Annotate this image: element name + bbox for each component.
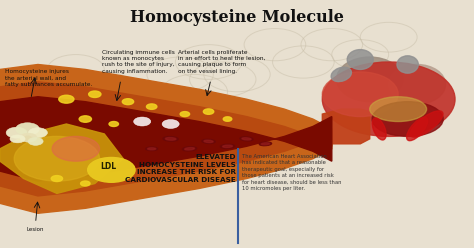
Ellipse shape [52, 136, 100, 161]
Circle shape [20, 133, 37, 142]
Ellipse shape [261, 143, 270, 145]
Text: LDL: LDL [100, 162, 116, 171]
Circle shape [10, 135, 25, 143]
Circle shape [162, 120, 179, 128]
Ellipse shape [322, 72, 398, 117]
Circle shape [223, 117, 232, 121]
Circle shape [28, 128, 47, 138]
Ellipse shape [322, 62, 455, 136]
Circle shape [203, 109, 214, 114]
Text: Homocysteine injures
the arterial wall, and
fatty substances accumulate.: Homocysteine injures the arterial wall, … [5, 69, 92, 87]
Ellipse shape [410, 111, 443, 137]
Ellipse shape [372, 118, 386, 140]
Ellipse shape [370, 97, 427, 122]
Ellipse shape [259, 142, 272, 146]
Polygon shape [0, 64, 332, 213]
Text: Lesion: Lesion [26, 227, 44, 232]
Text: ELEVATED
HOMOCYSTEINE LEVELS
INCREASE THE RISK FOR
CARDIOVASCULAR DISEASE: ELEVATED HOMOCYSTEINE LEVELS INCREASE TH… [125, 154, 236, 183]
Circle shape [109, 122, 118, 126]
Polygon shape [322, 109, 370, 144]
Circle shape [81, 181, 90, 186]
Text: Arterial cells proliferate
in an effort to heal the lesion,
causing plaque to fo: Arterial cells proliferate in an effort … [178, 50, 265, 74]
Polygon shape [0, 97, 332, 181]
Ellipse shape [147, 148, 156, 150]
Ellipse shape [165, 138, 176, 140]
Text: The American Heart Association
has indicated that a reasonable
therapeutic goal,: The American Heart Association has indic… [242, 154, 341, 191]
Circle shape [59, 95, 74, 103]
Circle shape [88, 157, 135, 182]
Circle shape [51, 176, 63, 182]
Ellipse shape [407, 117, 428, 141]
Circle shape [122, 99, 134, 105]
Text: Circulating immune cells
known as monocytes
rush to the site of injury,
causing : Circulating immune cells known as monocy… [102, 50, 175, 74]
Ellipse shape [240, 137, 253, 141]
Ellipse shape [331, 67, 351, 82]
Circle shape [79, 116, 91, 122]
Ellipse shape [163, 137, 178, 141]
Circle shape [134, 117, 151, 126]
Circle shape [16, 123, 39, 135]
Text: Homocysteine Molecule: Homocysteine Molecule [130, 9, 344, 26]
Ellipse shape [372, 102, 443, 136]
Circle shape [28, 137, 43, 145]
Ellipse shape [220, 144, 235, 148]
Circle shape [89, 91, 101, 97]
Polygon shape [0, 82, 332, 196]
Ellipse shape [242, 138, 251, 140]
Ellipse shape [204, 140, 213, 143]
Ellipse shape [185, 148, 194, 150]
Ellipse shape [223, 145, 232, 148]
Ellipse shape [337, 57, 403, 102]
Polygon shape [0, 124, 123, 193]
Ellipse shape [397, 56, 418, 73]
Ellipse shape [347, 50, 374, 69]
Ellipse shape [202, 139, 215, 143]
Circle shape [6, 127, 27, 138]
Ellipse shape [14, 136, 100, 181]
Circle shape [146, 104, 157, 109]
Ellipse shape [182, 147, 197, 151]
Ellipse shape [389, 64, 446, 104]
Circle shape [180, 112, 190, 117]
Ellipse shape [146, 147, 157, 151]
